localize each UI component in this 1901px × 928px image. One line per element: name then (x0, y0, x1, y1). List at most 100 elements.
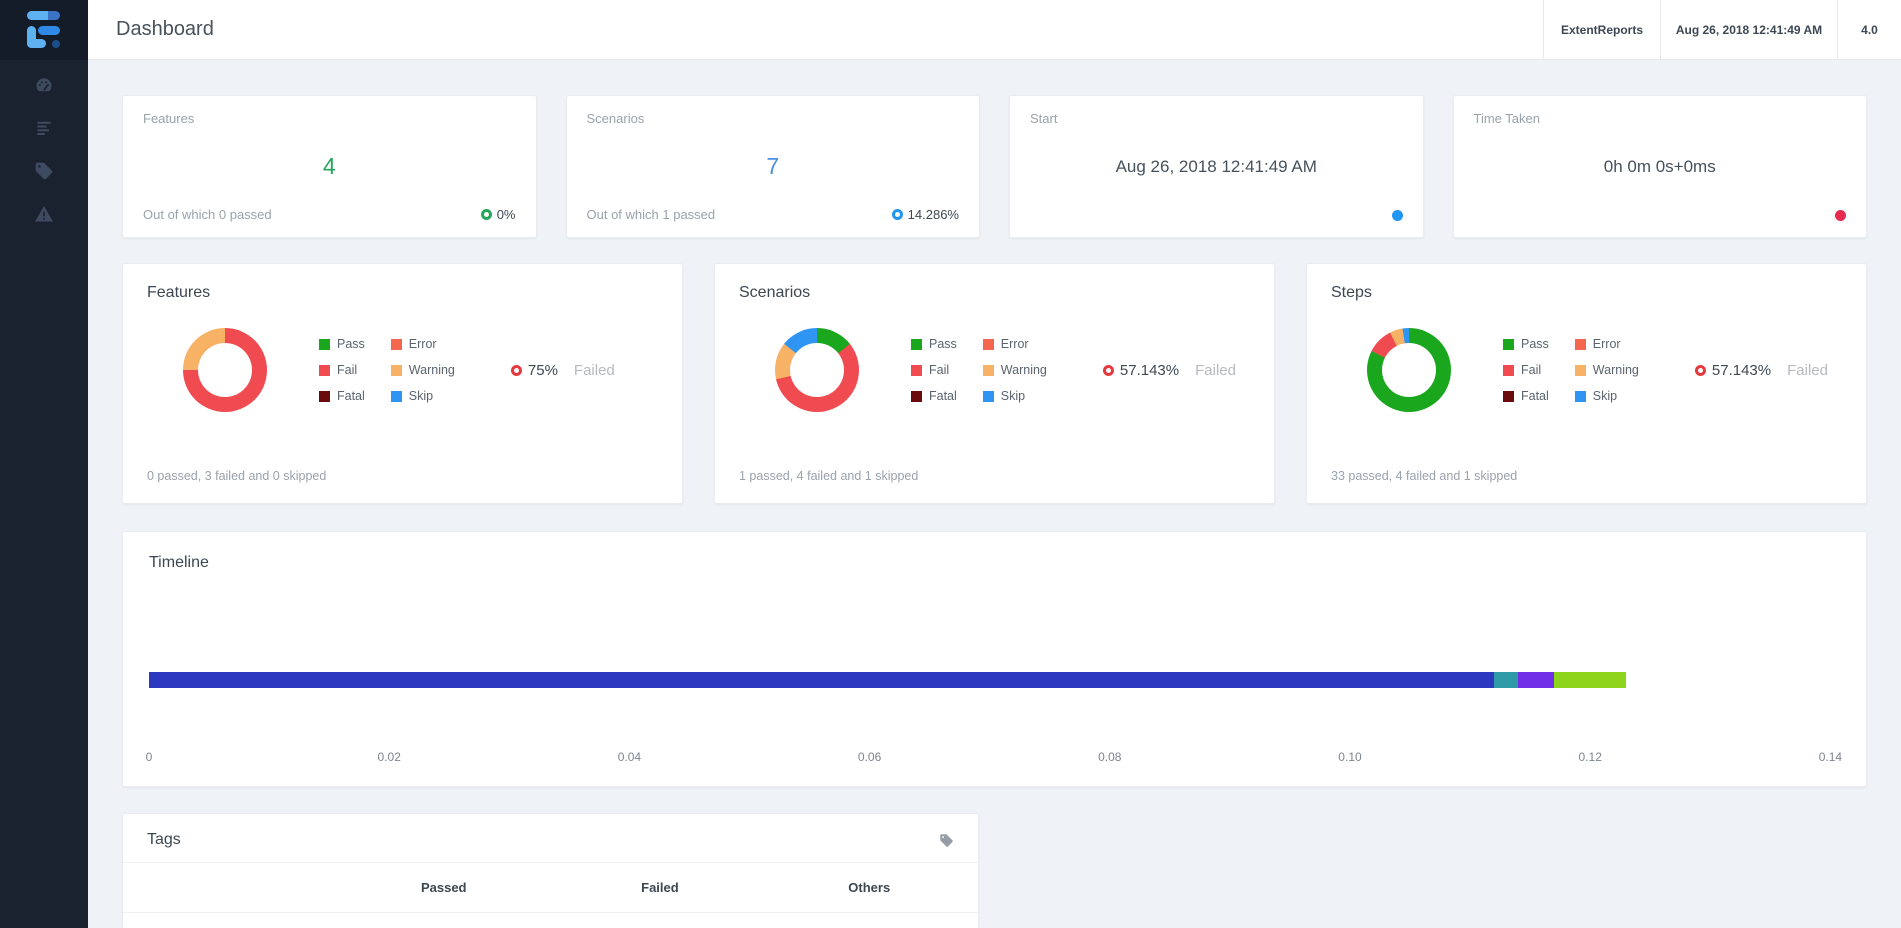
legend-swatch (982, 390, 994, 402)
legend-label: Pass (337, 337, 365, 351)
legend-item: Fatal (319, 389, 365, 403)
failed-percent-stat: 57.143% Failed (1102, 361, 1236, 379)
card-title: Tags (147, 831, 181, 848)
status-dot (1391, 209, 1403, 221)
legend-label: Error (1592, 337, 1621, 351)
features-chart-card: Features Pass Error Fail Warning Fatal Skip 7… (122, 263, 683, 504)
tags-table: Passed Failed Others (123, 863, 978, 928)
legend-swatch (1503, 390, 1514, 402)
sidebar-item-features[interactable] (34, 118, 54, 138)
stat-label: Failed (1195, 361, 1236, 379)
card-footer (1030, 208, 1403, 222)
legend-label: Fatal (337, 389, 365, 403)
brand-label: ExtentReports (1543, 0, 1660, 59)
time-taken-card: Time Taken 0h 0m 0s+0ms (1452, 95, 1867, 238)
timeline-row: Timeline 0 0.02 0.04 0.06 0.08 0.10 0.12 0.14 (122, 531, 1867, 787)
legend-label: Pass (1521, 337, 1549, 351)
gauge-icon (36, 78, 52, 95)
legend-item: Fail (1503, 363, 1549, 377)
summary-row: Features 4 Out of which 0 passed 0% Scen… (122, 95, 1867, 238)
legend-label: Fatal (929, 389, 957, 403)
card-title: Timeline (149, 554, 209, 571)
chart-row: Pass Error Fail Warning Fatal Skip 75% Failed (147, 328, 658, 412)
ring-icon (480, 209, 492, 220)
scenarios-count: 7 (766, 153, 780, 179)
legend-item: Pass (911, 337, 957, 351)
sidebar-item-dashboard[interactable] (34, 75, 54, 95)
ring-icon (891, 209, 903, 220)
scenarios-donut-chart (775, 328, 859, 412)
legend-label: Skip (408, 389, 434, 403)
card-footer (1474, 208, 1846, 222)
sidebar-item-tags[interactable] (34, 161, 54, 181)
chart-caption: 33 passed, 4 failed and 1 skipped (1331, 469, 1518, 483)
chart-row: Pass Error Fail Warning Fatal Skip 57.143% Fa… (739, 328, 1250, 412)
main-content: Features 4 Out of which 0 passed 0% Scen… (88, 61, 1901, 928)
status-dot (1835, 209, 1846, 221)
card-label: Start (1030, 111, 1058, 126)
legend-swatch (1574, 390, 1586, 402)
logo-shape (27, 11, 60, 20)
card-label: Scenarios (586, 111, 645, 126)
logo-shape (27, 39, 46, 48)
legend-label: Warning (1592, 363, 1639, 377)
legend-swatch (319, 338, 330, 350)
legend-item: Error (982, 337, 1047, 351)
stat-label: Failed (1787, 361, 1828, 379)
legend-label: Fail (929, 363, 950, 377)
percent-value: 14.286% (907, 207, 959, 222)
legend-label: Skip (1592, 389, 1618, 403)
list-icon (37, 121, 51, 135)
legend-item: Fail (911, 363, 957, 377)
x-axis-tick-label: 0.06 (857, 750, 882, 764)
legend-label: Fail (1521, 363, 1542, 377)
tag-name-column-header (123, 863, 329, 913)
extentreports-logo (0, 0, 88, 60)
timeline-bar-segment (1518, 672, 1555, 688)
footer-text: Out of which 1 passed (586, 207, 716, 222)
timeline-chart: 0 0.02 0.04 0.06 0.08 0.10 0.12 0.14 (145, 672, 1842, 782)
x-axis-tick-label: 0.10 (1338, 750, 1362, 764)
x-axis-tick-label: 0 (145, 750, 153, 764)
tags-card: Tags Passed Failed Others (122, 813, 979, 928)
features-count: 4 (322, 153, 336, 179)
timeline-card: Timeline 0 0.02 0.04 0.06 0.08 0.10 0.12 0.14 (122, 531, 1867, 787)
ring-icon (510, 364, 522, 376)
version-label: 4.0 (1837, 0, 1901, 59)
card-label: Time Taken (1473, 111, 1540, 126)
tags-table-header-row: Passed Failed Others (123, 863, 978, 913)
failed-percent-stat: 57.143% Failed (1694, 361, 1828, 379)
chart-row: Pass Error Fail Warning Fatal Skip 57.143% Fa… (1331, 328, 1842, 412)
legend-swatch (911, 390, 922, 402)
stat-label: Failed (573, 361, 615, 379)
x-axis-tick-label: 0.12 (1578, 750, 1602, 764)
steps-chart-card: Steps Pass Error Fail Warning Fatal Skip 57.1… (1306, 263, 1867, 504)
legend-item: Error (390, 337, 455, 351)
legend-swatch (982, 338, 994, 350)
tags-row: Tags Passed Failed Others (122, 813, 1867, 928)
report-timestamp: Aug 26, 2018 12:41:49 AM (1660, 0, 1837, 59)
timeline-bar-segment (1554, 672, 1627, 688)
failed-percent-stat: 75% Failed (510, 361, 615, 379)
sidebar-item-exceptions[interactable] (34, 204, 54, 224)
chart-caption: 0 passed, 3 failed and 0 skipped (147, 469, 327, 483)
chart-legend: Pass Error Fail Warning Fatal Skip (1503, 337, 1639, 403)
card-title: Steps (1331, 284, 1372, 301)
tag-icon (35, 162, 53, 180)
x-axis-tick-label: 0.04 (617, 750, 642, 764)
tags-card-header: Tags (123, 814, 978, 863)
legend-swatch (982, 364, 994, 376)
top-header: Dashboard ExtentReports Aug 26, 2018 12:… (88, 0, 1901, 60)
legend-item: Warning (1574, 363, 1639, 377)
legend-label: Fail (337, 363, 358, 377)
legend-item: Skip (390, 389, 455, 403)
table-row (123, 913, 978, 928)
legend-swatch (1503, 338, 1514, 350)
card-title: Scenarios (739, 284, 811, 301)
legend-label: Fatal (1521, 389, 1549, 403)
legend-swatch (1503, 364, 1514, 376)
sidebar-nav (0, 60, 88, 224)
ring-icon (1102, 364, 1114, 376)
tag-icon (940, 833, 953, 847)
legend-item: Fail (319, 363, 365, 377)
